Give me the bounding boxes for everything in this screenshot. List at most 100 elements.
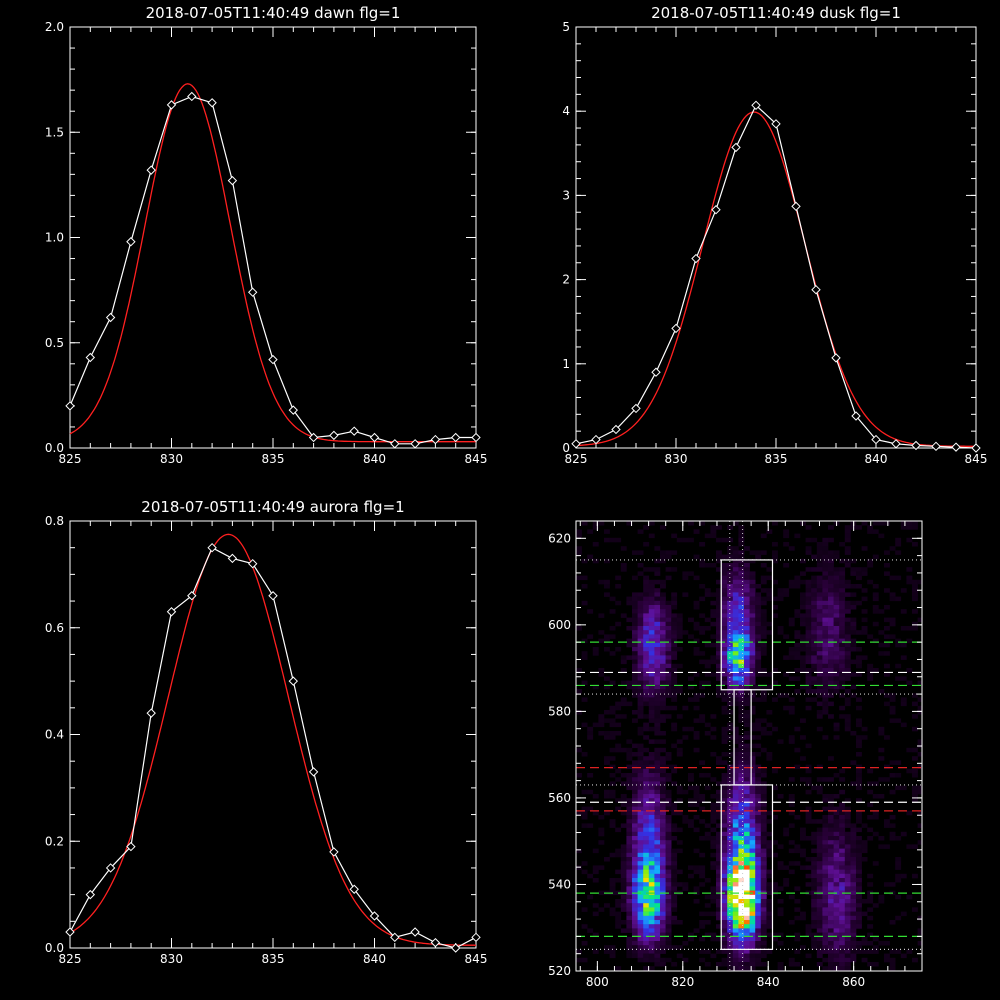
heatmap-cell — [889, 634, 896, 639]
heatmap-cell — [632, 672, 638, 677]
heatmap-cell — [615, 869, 622, 875]
heatmap-cell — [615, 600, 622, 606]
heatmap-cell — [716, 815, 722, 820]
heatmap-cell — [917, 789, 922, 795]
heatmap-cell — [844, 852, 851, 858]
heatmap-cell — [805, 605, 812, 610]
heatmap-cell — [615, 966, 622, 971]
heatmap-cell — [626, 798, 633, 803]
heatmap-cell — [727, 865, 734, 870]
data-point — [831, 353, 841, 363]
heatmap-cell — [654, 840, 661, 845]
heatmap-cell — [760, 810, 767, 816]
heatmap-cell — [749, 831, 756, 837]
heatmap-cell — [665, 789, 672, 795]
heatmap-cell — [816, 941, 823, 946]
heatmap-cell — [844, 651, 851, 656]
heatmap-cell — [861, 726, 868, 732]
heatmap-cell — [727, 878, 734, 883]
heatmap-cell — [620, 701, 627, 707]
heatmap-cell — [671, 596, 678, 602]
heatmap-cell — [626, 920, 633, 925]
heatmap-cell — [727, 789, 734, 795]
heatmap-cell — [867, 558, 874, 564]
heatmap-cell — [833, 584, 840, 589]
heatmap-cell — [856, 525, 862, 530]
heatmap-cell — [744, 932, 750, 938]
heatmap-cell — [626, 764, 633, 770]
heatmap-cell — [850, 659, 857, 665]
heatmap-cell — [648, 966, 655, 971]
heatmap-cell — [811, 861, 818, 866]
heatmap-cell — [716, 668, 722, 673]
heatmap-cell — [604, 676, 610, 681]
heatmap-cell — [760, 953, 767, 959]
heatmap-cell — [844, 962, 851, 967]
heatmap-cell — [850, 861, 857, 866]
heatmap-cell — [660, 676, 666, 681]
heatmap-cell — [671, 962, 678, 967]
heatmap-cell — [816, 550, 823, 555]
heatmap-cell — [755, 852, 762, 858]
heatmap-cell — [844, 584, 851, 589]
heatmap-cell — [833, 689, 840, 694]
heatmap-cell — [760, 550, 767, 555]
heatmap-cell — [648, 680, 655, 686]
heatmap-cell — [822, 907, 829, 912]
heatmap-cell — [660, 894, 666, 900]
heatmap-cell — [738, 798, 745, 803]
heatmap-cell — [856, 924, 862, 929]
heatmap-cell — [676, 945, 683, 950]
heatmap-cell — [732, 626, 739, 631]
heatmap-cell — [648, 794, 655, 799]
heatmap-cell — [828, 680, 834, 686]
heatmap-cell — [839, 693, 846, 698]
heatmap-cell — [665, 672, 672, 677]
x-tick-label: 825 — [565, 452, 588, 466]
heatmap-cell — [671, 726, 678, 732]
heatmap-cell — [676, 647, 683, 652]
heatmap-cell — [676, 827, 683, 833]
data-point — [711, 205, 721, 215]
heatmap-cell — [654, 676, 661, 681]
heatmap-cell — [727, 596, 734, 602]
heatmap-cell — [671, 651, 678, 656]
heatmap-cell — [637, 630, 644, 635]
heatmap-cell — [828, 878, 834, 883]
heatmap-cell — [828, 915, 834, 921]
heatmap-cell — [895, 773, 902, 778]
heatmap-cell — [749, 861, 756, 866]
heatmap-cell — [816, 831, 823, 837]
heatmap-cell — [850, 617, 857, 623]
heatmap-cell — [671, 680, 678, 686]
heatmap-cell — [721, 815, 728, 820]
data-point — [450, 432, 461, 443]
heatmap-cell — [844, 550, 851, 555]
heatmap-cell — [833, 663, 840, 669]
heatmap-cell — [671, 848, 678, 854]
heatmap-cell — [643, 584, 650, 589]
heatmap-cell — [576, 957, 582, 963]
heatmap-cell — [665, 911, 672, 917]
heatmap-cell — [710, 840, 717, 845]
heatmap-cell — [654, 705, 661, 711]
heatmap-cell — [738, 869, 745, 875]
heatmap-cell — [648, 878, 655, 883]
x-tick-label: 800 — [586, 975, 609, 989]
heatmap-cell — [632, 550, 638, 555]
heatmap-cell — [749, 869, 756, 875]
heatmap-cell — [766, 869, 773, 875]
data-point — [105, 312, 116, 323]
heatmap-cell — [844, 920, 851, 925]
heatmap-cell — [710, 953, 717, 959]
heatmap-cell — [844, 894, 851, 900]
heatmap-cell — [822, 550, 829, 555]
heatmap-cell — [738, 806, 745, 812]
heatmap-cell — [828, 873, 834, 879]
heatmap-cell — [766, 907, 773, 912]
heatmap-cell — [844, 928, 851, 933]
heatmap-cell — [805, 865, 812, 870]
heatmap-cell — [828, 953, 834, 959]
heatmap-cell — [654, 953, 661, 959]
heatmap-cell — [648, 752, 655, 757]
